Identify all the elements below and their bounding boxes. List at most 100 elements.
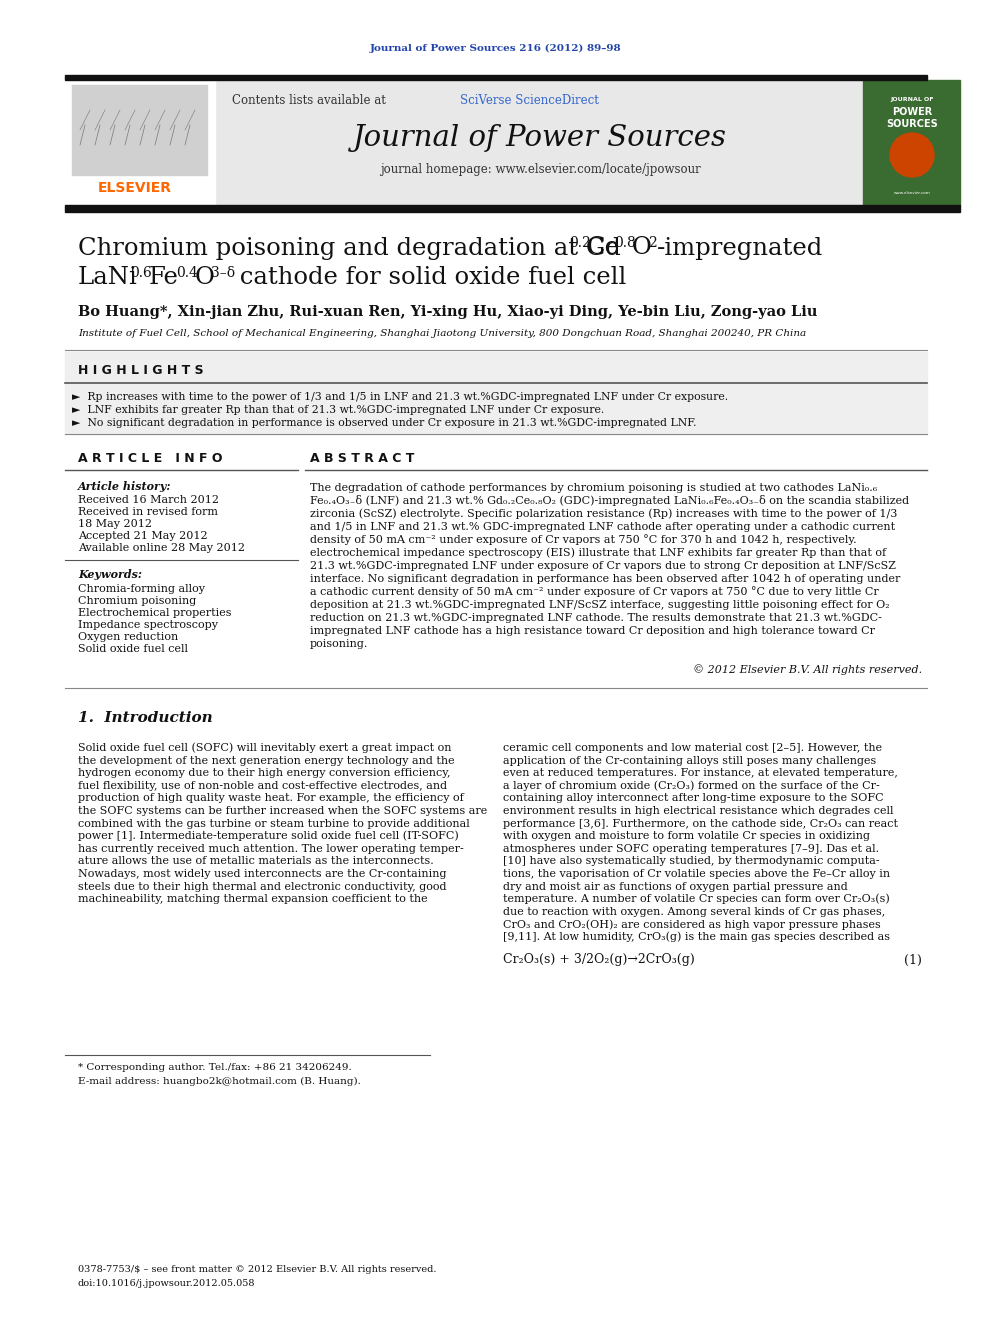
Bar (863, 79, 960, 205)
Text: O: O (632, 237, 652, 259)
Bar (65, 352, 927, 434)
Text: dry and moist air as functions of oxygen partial pressure and: dry and moist air as functions of oxygen… (503, 881, 848, 892)
Text: Journal of Power Sources: Journal of Power Sources (353, 124, 727, 152)
Text: containing alloy interconnect after long-time exposure to the SOFC: containing alloy interconnect after long… (503, 794, 884, 803)
Bar (65, 79, 215, 205)
Text: * Corresponding author. Tel./fax: +86 21 34206249.: * Corresponding author. Tel./fax: +86 21… (78, 1064, 352, 1073)
Text: 18 May 2012: 18 May 2012 (78, 519, 152, 529)
Text: 3–δ: 3–δ (211, 266, 235, 280)
Circle shape (890, 134, 934, 177)
Text: ceramic cell components and low material cost [2–5]. However, the: ceramic cell components and low material… (503, 744, 882, 753)
Text: the SOFC systems can be further increased when the SOFC systems are: the SOFC systems can be further increase… (78, 806, 487, 816)
Text: Journal of Power Sources 216 (2012) 89–98: Journal of Power Sources 216 (2012) 89–9… (370, 44, 622, 53)
Text: and 1/5 in LNF and 21.3 wt.% GDC-impregnated LNF cathode after operating under a: and 1/5 in LNF and 21.3 wt.% GDC-impregn… (310, 523, 895, 532)
Text: steels due to their high thermal and electronic conductivity, good: steels due to their high thermal and ele… (78, 881, 446, 892)
Text: ELSEVIER: ELSEVIER (98, 181, 172, 194)
Text: [9,11]. At low humidity, CrO₃(g) is the main gas species described as: [9,11]. At low humidity, CrO₃(g) is the … (503, 931, 890, 942)
Text: application of the Cr-containing alloys still poses many challenges: application of the Cr-containing alloys … (503, 755, 876, 766)
Text: E-mail address: huangbo2k@hotmail.com (B. Huang).: E-mail address: huangbo2k@hotmail.com (B… (78, 1077, 361, 1086)
Text: impregnated LNF cathode has a high resistance toward Cr deposition and high tole: impregnated LNF cathode has a high resis… (310, 626, 875, 636)
Text: [10] have also systematically studied, by thermodynamic computa-: [10] have also systematically studied, b… (503, 856, 880, 867)
Text: Solid oxide fuel cell: Solid oxide fuel cell (78, 644, 188, 654)
Text: Chromium poisoning: Chromium poisoning (78, 595, 196, 606)
Text: A R T I C L E   I N F O: A R T I C L E I N F O (78, 451, 222, 464)
Text: the development of the next generation energy technology and the: the development of the next generation e… (78, 755, 454, 766)
Text: Chromia-forming alloy: Chromia-forming alloy (78, 583, 205, 594)
Text: with oxygen and moisture to form volatile Cr species in oxidizing: with oxygen and moisture to form volatil… (503, 831, 870, 841)
Text: ►  No significant degradation in performance is observed under Cr exposure in 21: ► No significant degradation in performa… (72, 418, 696, 429)
Text: Contents lists available at: Contents lists available at (232, 94, 390, 106)
Text: ature allows the use of metallic materials as the interconnects.: ature allows the use of metallic materia… (78, 856, 434, 867)
Text: SOURCES: SOURCES (886, 119, 937, 130)
Text: electrochemical impedance spectroscopy (EIS) illustrate that LNF exhibits far gr: electrochemical impedance spectroscopy (… (310, 548, 886, 558)
Text: zirconia (ScSZ) electrolyte. Specific polarization resistance (Rp) increases wit: zirconia (ScSZ) electrolyte. Specific po… (310, 509, 898, 520)
Text: power [1]. Intermediate-temperature solid oxide fuel cell (IT-SOFC): power [1]. Intermediate-temperature soli… (78, 831, 458, 841)
Text: doi:10.1016/j.jpowsour.2012.05.058: doi:10.1016/j.jpowsour.2012.05.058 (78, 1279, 256, 1289)
Text: cathode for solid oxide fuel cell: cathode for solid oxide fuel cell (232, 266, 626, 290)
Bar (65, 75, 927, 79)
Text: combined with the gas turbine or steam turbine to provide additional: combined with the gas turbine or steam t… (78, 819, 470, 828)
Text: machineability, matching thermal expansion coefficient to the: machineability, matching thermal expansi… (78, 894, 428, 904)
Text: Impedance spectroscopy: Impedance spectroscopy (78, 620, 218, 630)
Bar (65, 205, 960, 212)
Text: JOURNAL OF: JOURNAL OF (890, 98, 933, 102)
Text: Chromium poisoning and degradation at Gd: Chromium poisoning and degradation at Gd (78, 237, 621, 259)
Text: production of high quality waste heat. For example, the efficiency of: production of high quality waste heat. F… (78, 794, 463, 803)
Text: atmospheres under SOFC operating temperatures [7–9]. Das et al.: atmospheres under SOFC operating tempera… (503, 844, 879, 853)
Text: poisoning.: poisoning. (310, 639, 368, 650)
Text: SciVerse ScienceDirect: SciVerse ScienceDirect (460, 94, 599, 106)
Text: A B S T R A C T: A B S T R A C T (310, 451, 415, 464)
Text: Accepted 21 May 2012: Accepted 21 May 2012 (78, 531, 207, 541)
Bar (72, 85, 207, 175)
Text: a cathodic current density of 50 mA cm⁻² under exposure of Cr vapors at 750 °C d: a cathodic current density of 50 mA cm⁻²… (310, 586, 879, 598)
Text: Solid oxide fuel cell (SOFC) will inevitably exert a great impact on: Solid oxide fuel cell (SOFC) will inevit… (78, 742, 451, 753)
Text: Available online 28 May 2012: Available online 28 May 2012 (78, 542, 245, 553)
Text: 1.  Introduction: 1. Introduction (78, 710, 212, 725)
Text: (1): (1) (904, 954, 922, 967)
Text: -impregnated: -impregnated (657, 237, 823, 259)
Text: H I G H L I G H T S: H I G H L I G H T S (78, 364, 203, 377)
Text: O: O (195, 266, 215, 290)
Text: even at reduced temperatures. For instance, at elevated temperature,: even at reduced temperatures. For instan… (503, 769, 898, 778)
Text: The degradation of cathode performances by chromium poisoning is studied at two : The degradation of cathode performances … (310, 483, 877, 493)
Text: Cr₂O₃(s) + 3/2O₂(g)→2CrO₃(g): Cr₂O₃(s) + 3/2O₂(g)→2CrO₃(g) (503, 954, 694, 967)
Text: environment results in high electrical resistance which degrades cell: environment results in high electrical r… (503, 806, 894, 816)
Text: tions, the vaporisation of Cr volatile species above the Fe–Cr alloy in: tions, the vaporisation of Cr volatile s… (503, 869, 890, 878)
Text: Electrochemical properties: Electrochemical properties (78, 609, 231, 618)
Text: 0378-7753/$ – see front matter © 2012 Elsevier B.V. All rights reserved.: 0378-7753/$ – see front matter © 2012 El… (78, 1266, 436, 1274)
Text: 2: 2 (648, 235, 657, 250)
Text: POWER: POWER (892, 107, 932, 116)
Text: Received in revised form: Received in revised form (78, 507, 218, 517)
Text: 21.3 wt.%GDC-impregnated LNF under exposure of Cr vapors due to strong Cr deposi: 21.3 wt.%GDC-impregnated LNF under expos… (310, 561, 896, 572)
Text: temperature. A number of volatile Cr species can form over Cr₂O₃(s): temperature. A number of volatile Cr spe… (503, 894, 890, 905)
Text: Ce: Ce (587, 237, 620, 259)
Text: density of 50 mA cm⁻² under exposure of Cr vapors at 750 °C for 370 h and 1042 h: density of 50 mA cm⁻² under exposure of … (310, 534, 857, 545)
Text: Keywords:: Keywords: (78, 569, 142, 581)
Text: Institute of Fuel Cell, School of Mechanical Engineering, Shanghai Jiaotong Univ: Institute of Fuel Cell, School of Mechan… (78, 329, 806, 339)
Text: CrO₃ and CrO₂(OH)₂ are considered as high vapor pressure phases: CrO₃ and CrO₂(OH)₂ are considered as hig… (503, 919, 881, 930)
Text: Nowadays, most widely used interconnects are the Cr-containing: Nowadays, most widely used interconnects… (78, 869, 446, 878)
Text: has currently received much attention. The lower operating temper-: has currently received much attention. T… (78, 844, 463, 853)
Text: ►  LNF exhibits far greater Rp than that of 21.3 wt.%GDC-impregnated LNF under C: ► LNF exhibits far greater Rp than that … (72, 405, 604, 415)
Text: 0.6: 0.6 (130, 266, 152, 280)
Text: hydrogen economy due to their high energy conversion efficiency,: hydrogen economy due to their high energ… (78, 769, 450, 778)
Text: Received 16 March 2012: Received 16 March 2012 (78, 495, 219, 505)
Text: © 2012 Elsevier B.V. All rights reserved.: © 2012 Elsevier B.V. All rights reserved… (692, 664, 922, 675)
Text: 0.2: 0.2 (569, 235, 591, 250)
Text: a layer of chromium oxide (Cr₂O₃) formed on the surface of the Cr-: a layer of chromium oxide (Cr₂O₃) formed… (503, 781, 880, 791)
Text: Fe: Fe (149, 266, 179, 290)
Text: Bo Huang*, Xin-jian Zhu, Rui-xuan Ren, Yi-xing Hu, Xiao-yi Ding, Ye-bin Liu, Zon: Bo Huang*, Xin-jian Zhu, Rui-xuan Ren, Y… (78, 306, 817, 319)
Text: Fe₀.₄O₃₋δ (LNF) and 21.3 wt.% Gd₀.₂Ce₀.₈O₂ (GDC)-impregnated LaNi₀.₆Fe₀.₄O₃₋δ on: Fe₀.₄O₃₋δ (LNF) and 21.3 wt.% Gd₀.₂Ce₀.₈… (310, 496, 909, 507)
Text: 0.8: 0.8 (614, 235, 636, 250)
Text: fuel flexibility, use of non-noble and cost-effective electrodes, and: fuel flexibility, use of non-noble and c… (78, 781, 447, 791)
Text: due to reaction with oxygen. Among several kinds of Cr gas phases,: due to reaction with oxygen. Among sever… (503, 906, 885, 917)
Text: journal homepage: www.elsevier.com/locate/jpowsour: journal homepage: www.elsevier.com/locat… (380, 164, 700, 176)
Text: www.elsevier.com: www.elsevier.com (894, 191, 930, 194)
Text: reduction on 21.3 wt.%GDC-impregnated LNF cathode. The results demonstrate that : reduction on 21.3 wt.%GDC-impregnated LN… (310, 613, 882, 623)
Text: 0.4: 0.4 (176, 266, 197, 280)
Text: Oxygen reduction: Oxygen reduction (78, 632, 179, 642)
Text: interface. No significant degradation in performance has been observed after 104: interface. No significant degradation in… (310, 574, 901, 583)
Text: performance [3,6]. Furthermore, on the cathode side, Cr₂O₃ can react: performance [3,6]. Furthermore, on the c… (503, 819, 898, 828)
Text: deposition at 21.3 wt.%GDC-impregnated LNF/ScSZ interface, suggesting little poi: deposition at 21.3 wt.%GDC-impregnated L… (310, 601, 890, 610)
Bar (215, 79, 863, 205)
